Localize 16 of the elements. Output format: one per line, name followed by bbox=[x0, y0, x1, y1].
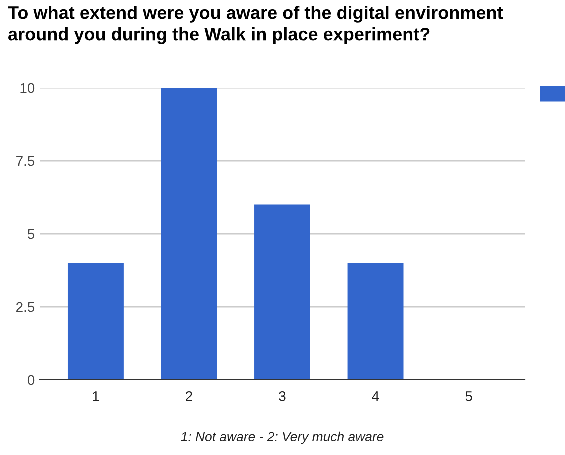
x-tick-label: 3 bbox=[279, 391, 286, 402]
x-tick-label: 5 bbox=[466, 392, 472, 402]
text: 1: Not aware - 2: Very much aware bbox=[181, 432, 384, 444]
y-tick-label: 2.5 bbox=[16, 302, 35, 312]
y-tick-label: 5 bbox=[28, 229, 35, 240]
y-tick-label: 7.5 bbox=[16, 156, 35, 166]
bar bbox=[254, 204, 310, 380]
chart-title: To what extend were you aware of the digital environment around you during the Walk in place experiment? bbox=[8, 6, 504, 44]
y-tick-label: 0 bbox=[28, 375, 35, 386]
bar bbox=[161, 88, 218, 380]
x-tick-label: 4 bbox=[372, 392, 380, 402]
bar bbox=[68, 263, 124, 380]
x-tick-label: 2 bbox=[186, 391, 192, 402]
y-tick-label: 10 bbox=[20, 83, 35, 94]
x-tick-label: 1 bbox=[93, 392, 100, 402]
bar bbox=[348, 263, 404, 380]
